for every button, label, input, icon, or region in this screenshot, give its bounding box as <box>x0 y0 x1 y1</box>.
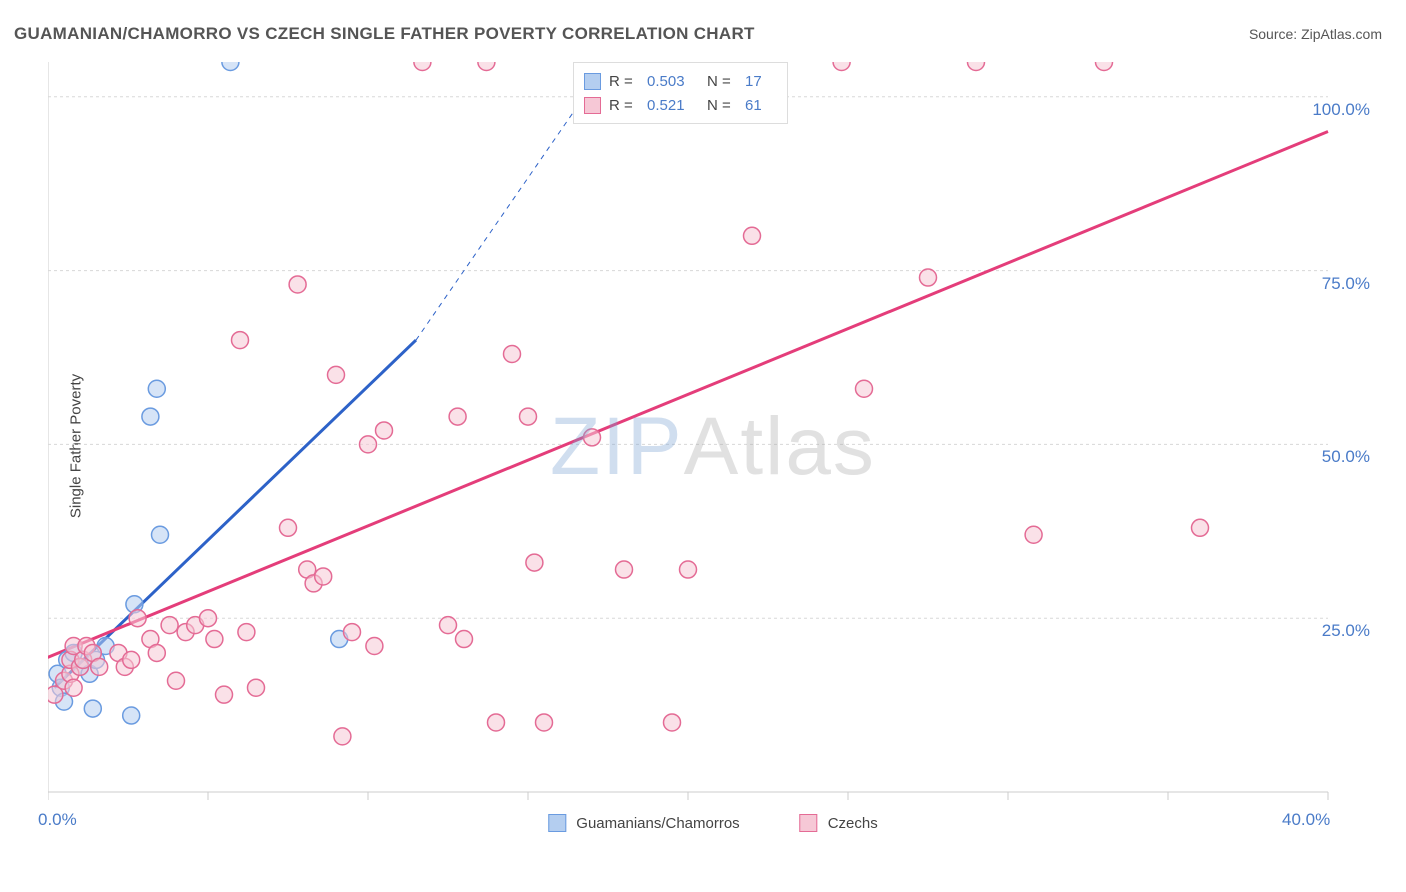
x-tick-label: 0.0% <box>38 810 77 830</box>
plot-area: R = 0.503 N = 17 R = 0.521 N = 61 ZIPAtl… <box>48 62 1378 832</box>
chart-title: GUAMANIAN/CHAMORRO VS CZECH SINGLE FATHE… <box>14 24 755 44</box>
swatch-series2 <box>584 97 601 114</box>
x-legend: Guamanians/Chamorros Czechs <box>548 814 877 832</box>
y-tick-label: 50.0% <box>1322 447 1370 467</box>
r-label-2: R = <box>609 97 639 114</box>
y-tick-label: 100.0% <box>1312 100 1370 120</box>
stats-row-series2: R = 0.521 N = 61 <box>584 93 773 117</box>
legend-swatch-series2 <box>800 814 818 832</box>
stats-legend-box: R = 0.503 N = 17 R = 0.521 N = 61 <box>573 62 788 124</box>
source-attribution: Source: ZipAtlas.com <box>1249 26 1382 42</box>
swatch-series1 <box>584 73 601 90</box>
legend-swatch-series1 <box>548 814 566 832</box>
source-prefix: Source: <box>1249 26 1301 42</box>
legend-item-series1: Guamanians/Chamorros <box>548 814 739 832</box>
stats-row-series1: R = 0.503 N = 17 <box>584 69 773 93</box>
legend-item-series2: Czechs <box>800 814 878 832</box>
legend-label-series2: Czechs <box>828 815 878 832</box>
scatter-plot-svg <box>48 62 1378 832</box>
n-value-series1: 17 <box>745 73 773 90</box>
r-value-series1: 0.503 <box>647 73 699 90</box>
chart-container: GUAMANIAN/CHAMORRO VS CZECH SINGLE FATHE… <box>0 0 1406 892</box>
source-link[interactable]: ZipAtlas.com <box>1301 26 1382 42</box>
legend-label-series1: Guamanians/Chamorros <box>576 815 739 832</box>
r-value-series2: 0.521 <box>647 97 699 114</box>
y-tick-label: 25.0% <box>1322 621 1370 641</box>
n-label-2: N = <box>707 97 737 114</box>
y-tick-label: 75.0% <box>1322 274 1370 294</box>
r-label: R = <box>609 73 639 90</box>
n-value-series2: 61 <box>745 97 773 114</box>
x-tick-label: 40.0% <box>1282 810 1330 830</box>
n-label: N = <box>707 73 737 90</box>
